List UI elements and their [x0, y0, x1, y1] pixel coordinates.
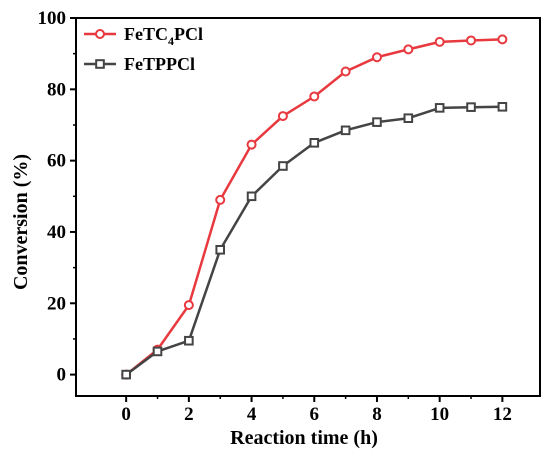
- y-axis-title: Conversion (%): [10, 154, 32, 290]
- plot-frame: [75, 17, 541, 397]
- axes: 0 2 4 6 8 10 12 0 20 40 60 80 100: [38, 8, 541, 425]
- data-point-square: [403, 113, 414, 124]
- series-line-1: [125, 38, 503, 376]
- plot-area: [121, 34, 508, 380]
- data-point-square: [246, 191, 257, 202]
- data-point-circle: [183, 300, 194, 311]
- data-point-circle: [215, 194, 226, 205]
- data-point-circle: [246, 139, 257, 150]
- legend: FeTC4PCl FeTPPCl: [84, 24, 203, 74]
- data-point-square: [497, 101, 508, 112]
- y-tick-label: 40: [47, 222, 66, 243]
- legend-label: FeTC4PCl: [124, 24, 203, 48]
- x-tick-label: 6: [310, 404, 320, 425]
- data-point-circle: [371, 52, 382, 63]
- x-tick-label: 10: [430, 404, 449, 425]
- data-point-square: [309, 138, 320, 148]
- data-point-square: [434, 103, 445, 113]
- y-tick-label: 80: [47, 79, 66, 100]
- data-point-square: [278, 161, 288, 171]
- x-tick-label: 2: [184, 404, 194, 425]
- data-point-square: [466, 102, 476, 112]
- legend-marker-circle: [95, 29, 105, 39]
- y-tick-label: 60: [47, 151, 66, 172]
- data-point-square: [121, 369, 131, 380]
- data-point-square: [215, 244, 226, 255]
- data-point-circle: [466, 35, 477, 46]
- x-tick-label: 0: [121, 404, 131, 425]
- x-tick-label: 8: [372, 404, 382, 425]
- data-point-square: [340, 125, 351, 136]
- data-point-circle: [434, 36, 445, 47]
- legend-marker-square: [95, 59, 105, 69]
- data-point-square: [184, 335, 194, 346]
- x-tick-label: 4: [247, 404, 257, 425]
- data-point-circle: [277, 111, 288, 122]
- y-tick-label: 0: [57, 365, 67, 386]
- data-point-circle: [497, 34, 508, 45]
- data-point-circle: [309, 91, 320, 102]
- x-axis-title: Reaction time (h): [230, 427, 378, 449]
- data-point-square: [152, 346, 163, 357]
- data-point-square: [372, 117, 382, 127]
- legend-label: FeTPPCl: [124, 54, 195, 74]
- y-tick-label: 100: [38, 8, 67, 29]
- x-tick-label: 12: [493, 404, 512, 425]
- data-point-circle: [340, 66, 351, 77]
- y-tick-label: 20: [47, 293, 66, 314]
- data-point-circle: [403, 44, 414, 55]
